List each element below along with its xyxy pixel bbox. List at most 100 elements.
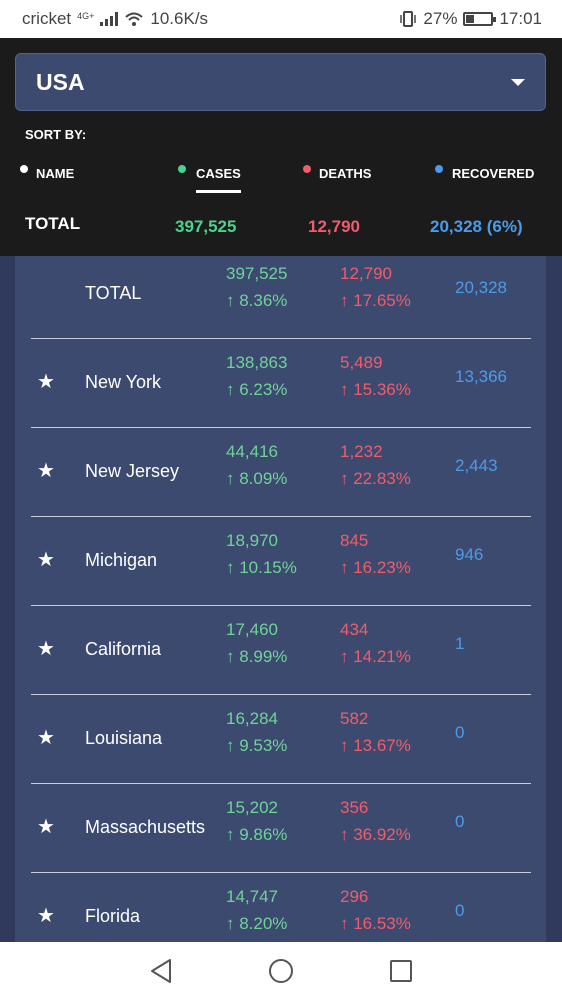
- cases-value: 397,525: [226, 264, 288, 283]
- deaths-value: 356: [340, 798, 369, 817]
- deaths-cell: 582 ↑ 13.67%: [340, 709, 411, 756]
- cases-cell: 17,460 ↑ 8.99%: [226, 620, 287, 667]
- battery-percent: 27%: [423, 9, 458, 28]
- recovered-value: 946: [455, 545, 484, 564]
- recents-button[interactable]: [381, 951, 421, 991]
- cases-value: 138,863: [226, 353, 288, 372]
- deaths-value: 12,790: [340, 264, 392, 283]
- list-row-state[interactable]: ★ New Jersey 44,416 ↑ 8.09% 1,232 ↑ 22.83%…: [15, 428, 546, 517]
- deaths-value: 434: [340, 620, 369, 639]
- recovered-value: 13,366: [455, 367, 507, 386]
- red-dot-icon: [303, 165, 311, 173]
- active-sort-underline: [196, 190, 241, 193]
- total-recovered: 20,328 (6%): [430, 217, 523, 236]
- deaths-cell: 12,790 ↑ 17.65%: [340, 264, 411, 311]
- sort-cases-label: CASES: [196, 166, 241, 181]
- star-icon[interactable]: ★: [37, 638, 55, 660]
- cases-cell: 138,863 ↑ 6.23%: [226, 353, 287, 400]
- row-divider: [31, 872, 531, 873]
- deaths-change: ↑ 17.65%: [340, 291, 411, 310]
- deaths-value: 296: [340, 887, 369, 906]
- region-list[interactable]: TOTAL 397,525 ↑ 8.36% 12,790 ↑ 17.65% 20,3…: [15, 256, 546, 942]
- deaths-change: ↑ 15.36%: [340, 380, 411, 399]
- list-row-state[interactable]: ★ New York 138,863 ↑ 6.23% 5,489 ↑ 15.36% …: [15, 339, 546, 428]
- row-divider: [31, 694, 531, 695]
- cases-change: ↑ 9.53%: [226, 736, 288, 755]
- cases-change: ↑ 8.09%: [226, 469, 288, 488]
- back-button[interactable]: [141, 951, 181, 991]
- home-circle-icon: [269, 959, 293, 983]
- region-name: New Jersey: [85, 461, 180, 481]
- cases-value: 15,202: [226, 798, 278, 817]
- list-row-state[interactable]: ★ Massachusetts 15,202 ↑ 9.86% 356 ↑ 36.92…: [15, 784, 546, 873]
- deaths-value: 5,489: [340, 353, 383, 372]
- region-name: Florida: [85, 906, 141, 926]
- cases-change: ↑ 8.36%: [226, 291, 288, 310]
- cases-value: 44,416: [226, 442, 278, 461]
- header-panel: USA SORT BY: NAME CASES DEATHS RECOVERED…: [0, 38, 562, 256]
- region-name: Louisiana: [85, 728, 163, 748]
- blue-dot-icon: [435, 165, 443, 173]
- cases-change: ↑ 10.15%: [226, 558, 297, 577]
- sort-cases-button[interactable]: CASES: [178, 165, 241, 193]
- total-deaths: 12,790: [308, 217, 360, 236]
- region-name: New York: [85, 372, 162, 392]
- row-divider: [31, 605, 531, 606]
- status-left: cricket 4G+ 10.6K/s: [22, 9, 208, 29]
- recovered-value: 0: [455, 812, 465, 831]
- star-icon[interactable]: ★: [37, 816, 55, 838]
- cases-change: ↑ 8.20%: [226, 914, 288, 933]
- cases-value: 16,284: [226, 709, 278, 728]
- list-row-state[interactable]: ★ Louisiana 16,284 ↑ 9.53% 582 ↑ 13.67% 0: [15, 695, 546, 784]
- vibrate-icon: [400, 11, 417, 27]
- deaths-cell: 296 ↑ 16.53%: [340, 887, 411, 934]
- deaths-change: ↑ 16.53%: [340, 914, 411, 933]
- row-divider: [31, 783, 531, 784]
- white-dot-icon: [20, 165, 28, 173]
- deaths-change: ↑ 13.67%: [340, 736, 411, 755]
- star-icon[interactable]: ★: [37, 549, 55, 571]
- recovered-value: 0: [455, 901, 465, 920]
- cases-change: ↑ 9.86%: [226, 825, 288, 844]
- cases-cell: 18,970 ↑ 10.15%: [226, 531, 297, 578]
- list-row-state[interactable]: ★ Michigan 18,970 ↑ 10.15% 845 ↑ 16.23% 94…: [15, 517, 546, 606]
- star-icon[interactable]: ★: [37, 905, 55, 927]
- deaths-value: 582: [340, 709, 369, 728]
- home-button[interactable]: [261, 951, 301, 991]
- deaths-value: 845: [340, 531, 369, 550]
- cases-value: 18,970: [226, 531, 278, 550]
- country-select-value: USA: [36, 68, 85, 95]
- star-icon[interactable]: ★: [37, 460, 55, 482]
- cases-change: ↑ 8.99%: [226, 647, 288, 666]
- deaths-cell: 434 ↑ 14.21%: [340, 620, 411, 667]
- sort-name-button[interactable]: NAME: [20, 165, 74, 181]
- star-icon[interactable]: ★: [37, 727, 55, 749]
- clock-time: 17:01: [499, 9, 542, 28]
- cases-cell: 44,416 ↑ 8.09%: [226, 442, 287, 489]
- sort-recovered-button[interactable]: RECOVERED: [435, 165, 534, 181]
- region-name: Massachusetts: [85, 817, 206, 837]
- back-triangle-icon: [151, 959, 171, 983]
- deaths-change: ↑ 16.23%: [340, 558, 411, 577]
- country-select[interactable]: USA: [15, 53, 546, 111]
- list-row-state[interactable]: ★ Florida 14,747 ↑ 8.20% 296 ↑ 16.53% 0: [15, 873, 546, 942]
- sort-deaths-label: DEATHS: [319, 166, 372, 181]
- sort-deaths-button[interactable]: DEATHS: [303, 165, 372, 181]
- total-cases: 397,525: [175, 217, 237, 236]
- cases-change: ↑ 6.23%: [226, 380, 288, 399]
- deaths-cell: 5,489 ↑ 15.36%: [340, 353, 411, 400]
- total-label: TOTAL: [25, 214, 81, 233]
- list-row-state[interactable]: ★ California 17,460 ↑ 8.99% 434 ↑ 14.21% 1: [15, 606, 546, 695]
- row-divider: [31, 338, 531, 339]
- cases-cell: 16,284 ↑ 9.53%: [226, 709, 287, 756]
- sort-by-label: SORT BY:: [25, 127, 87, 142]
- status-bar: cricket 4G+ 10.6K/s 27% 17:01: [0, 0, 562, 38]
- signal-icon: [100, 12, 119, 26]
- deaths-change: ↑ 14.21%: [340, 647, 411, 666]
- list-row-total[interactable]: TOTAL 397,525 ↑ 8.36% 12,790 ↑ 17.65% 20,3…: [15, 256, 546, 339]
- star-icon[interactable]: ★: [37, 371, 55, 393]
- deaths-cell: 845 ↑ 16.23%: [340, 531, 411, 578]
- deaths-change: ↑ 36.92%: [340, 825, 411, 844]
- recents-square-icon: [390, 960, 412, 982]
- recovered-value: 0: [455, 723, 465, 742]
